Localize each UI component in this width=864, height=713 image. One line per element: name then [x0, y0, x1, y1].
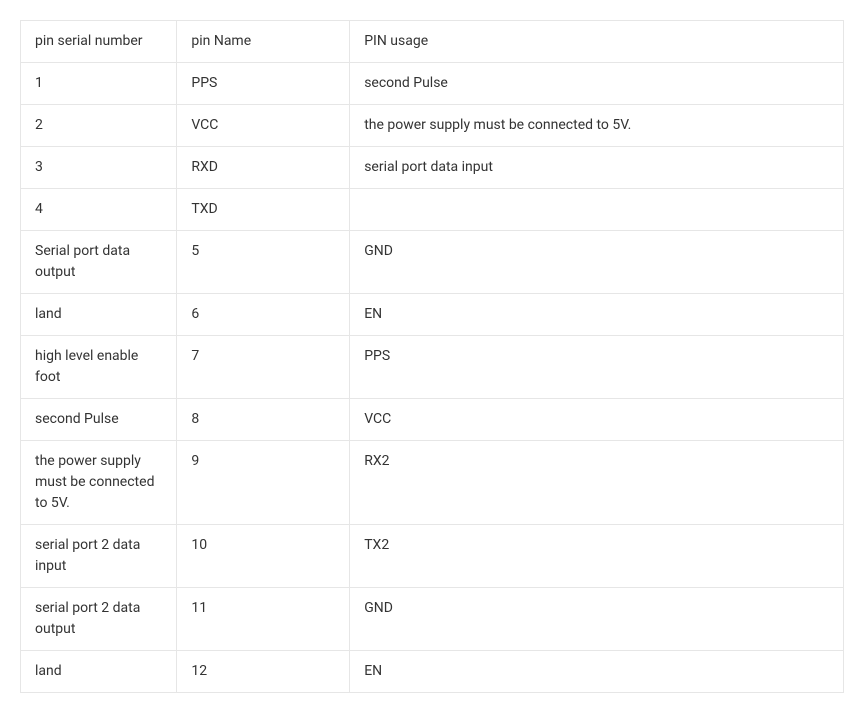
- column-header-pin-usage: PIN usage: [350, 21, 844, 63]
- column-header-pin-name: pin Name: [177, 21, 350, 63]
- table-cell: RX2: [350, 441, 844, 525]
- table-cell: second Pulse: [350, 63, 844, 105]
- column-header-pin-serial: pin serial number: [21, 21, 177, 63]
- table-row: the power supply must be connected to 5V…: [21, 441, 844, 525]
- table-row: 3 RXD serial port data input: [21, 147, 844, 189]
- table-cell: the power supply must be connected to 5V…: [21, 441, 177, 525]
- table-row: 2 VCC the power supply must be connected…: [21, 105, 844, 147]
- pin-table: pin serial number pin Name PIN usage 1 P…: [20, 20, 844, 693]
- table-cell: 7: [177, 336, 350, 399]
- table-cell: 10: [177, 525, 350, 588]
- table-cell: the power supply must be connected to 5V…: [350, 105, 844, 147]
- table-cell: 9: [177, 441, 350, 525]
- table-cell: serial port 2 data input: [21, 525, 177, 588]
- table-cell: land: [21, 294, 177, 336]
- table-row: serial port 2 data input 10 TX2: [21, 525, 844, 588]
- table-cell: serial port 2 data output: [21, 588, 177, 651]
- table-cell: land: [21, 651, 177, 693]
- table-row: land 12 EN: [21, 651, 844, 693]
- table-row: land 6 EN: [21, 294, 844, 336]
- table-cell: 11: [177, 588, 350, 651]
- table-row: high level enable foot 7 PPS: [21, 336, 844, 399]
- table-cell: 2: [21, 105, 177, 147]
- table-cell: TXD: [177, 189, 350, 231]
- table-cell: second Pulse: [21, 399, 177, 441]
- table-row: serial port 2 data output 11 GND: [21, 588, 844, 651]
- table-cell: RXD: [177, 147, 350, 189]
- table-cell: PPS: [350, 336, 844, 399]
- table-row: 1 PPS second Pulse: [21, 63, 844, 105]
- table-cell: VCC: [177, 105, 350, 147]
- table-cell: 8: [177, 399, 350, 441]
- table-row: second Pulse 8 VCC: [21, 399, 844, 441]
- table-cell: Serial port data output: [21, 231, 177, 294]
- table-cell: serial port data input: [350, 147, 844, 189]
- table-cell: 4: [21, 189, 177, 231]
- table-cell: EN: [350, 651, 844, 693]
- table-cell: TX2: [350, 525, 844, 588]
- table-cell: 6: [177, 294, 350, 336]
- table-cell: high level enable foot: [21, 336, 177, 399]
- table-header: pin serial number pin Name PIN usage: [21, 21, 844, 63]
- table-cell: 3: [21, 147, 177, 189]
- table-cell: GND: [350, 231, 844, 294]
- table-cell: 5: [177, 231, 350, 294]
- table-cell: PPS: [177, 63, 350, 105]
- table-cell: EN: [350, 294, 844, 336]
- table-row: 4 TXD: [21, 189, 844, 231]
- table-body: 1 PPS second Pulse 2 VCC the power suppl…: [21, 63, 844, 693]
- table-row: Serial port data output 5 GND: [21, 231, 844, 294]
- table-cell: GND: [350, 588, 844, 651]
- table-cell: 12: [177, 651, 350, 693]
- table-cell: [350, 189, 844, 231]
- table-cell: 1: [21, 63, 177, 105]
- table-header-row: pin serial number pin Name PIN usage: [21, 21, 844, 63]
- table-cell: VCC: [350, 399, 844, 441]
